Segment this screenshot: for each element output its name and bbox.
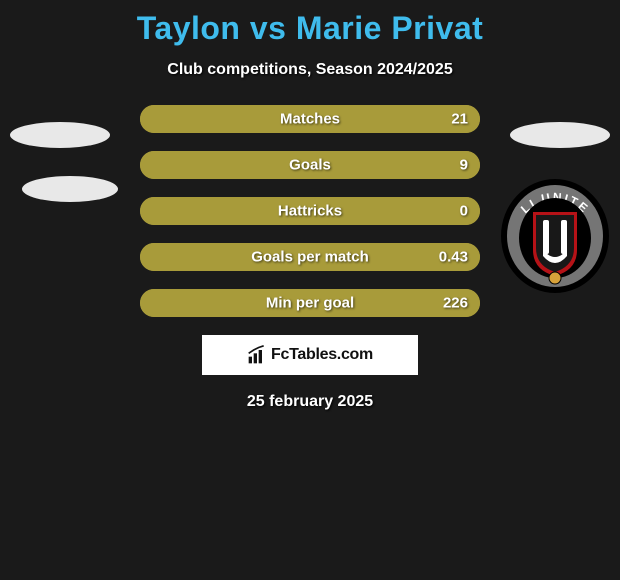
bar-chart-icon: [247, 345, 267, 365]
stat-row-hattricks: Hattricks 0: [140, 197, 480, 225]
stat-label: Matches: [280, 111, 340, 128]
stat-value-right: 9: [460, 157, 468, 174]
page-title: Taylon vs Marie Privat: [0, 0, 620, 47]
player-left-placeholder-1: [10, 122, 110, 148]
stat-value-right: 0.43: [439, 249, 468, 266]
stat-row-goals-per-match: Goals per match 0.43: [140, 243, 480, 271]
stat-row-matches: Matches 21: [140, 105, 480, 133]
subtitle: Club competitions, Season 2024/2025: [0, 61, 620, 79]
stat-label: Min per goal: [266, 295, 354, 312]
stat-row-min-per-goal: Min per goal 226: [140, 289, 480, 317]
player-left-placeholder-2: [22, 176, 118, 202]
stat-value-right: 21: [451, 111, 468, 128]
date-text: 25 february 2025: [0, 393, 620, 411]
stat-row-goals: Goals 9: [140, 151, 480, 179]
player-right-placeholder: [510, 122, 610, 148]
club-crest: LI UNITE: [500, 178, 610, 294]
brand-badge[interactable]: FcTables.com: [202, 335, 418, 375]
stat-value-right: 0: [460, 203, 468, 220]
stat-value-right: 226: [443, 295, 468, 312]
brand-text: FcTables.com: [271, 346, 373, 364]
stat-label: Goals per match: [251, 249, 369, 266]
stat-label: Hattricks: [278, 203, 342, 220]
stat-label: Goals: [289, 157, 331, 174]
